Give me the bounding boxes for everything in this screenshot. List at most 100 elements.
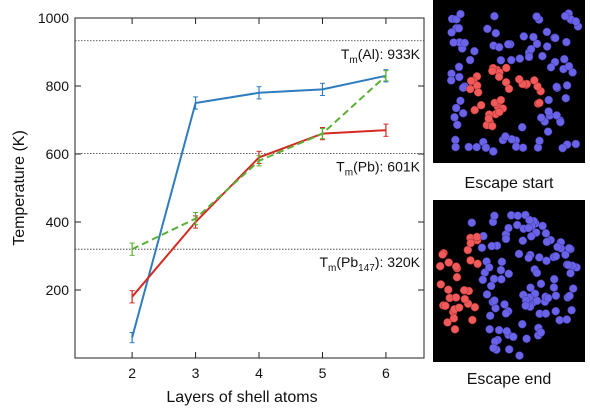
atom <box>551 33 560 43</box>
atom <box>565 291 574 301</box>
atom <box>532 268 542 278</box>
atom <box>485 311 495 320</box>
y-tick-label: 800 <box>46 78 70 94</box>
reference-label: Tm(Pb): 601K <box>336 159 420 179</box>
atom <box>441 301 450 311</box>
atom <box>556 117 565 127</box>
atom <box>532 12 541 21</box>
atom <box>546 63 556 72</box>
atom <box>489 343 498 353</box>
y-axis-label: Temperature (K) <box>11 130 28 246</box>
atom <box>502 63 511 73</box>
atom <box>435 261 445 271</box>
atom <box>541 309 551 318</box>
atom <box>535 253 544 262</box>
atom <box>450 325 460 334</box>
atom <box>507 55 516 65</box>
atom <box>490 11 499 21</box>
atom <box>443 318 452 327</box>
atom <box>526 283 535 292</box>
atom <box>501 132 510 141</box>
atom <box>532 296 542 306</box>
atom <box>552 82 561 92</box>
atom <box>451 135 460 145</box>
atom <box>538 51 547 61</box>
atom <box>438 250 447 259</box>
atom <box>476 100 486 110</box>
label-part: T <box>336 159 345 175</box>
atom <box>536 113 546 122</box>
atom <box>490 296 499 305</box>
atom <box>504 223 513 233</box>
atom <box>470 302 480 312</box>
reference-label: Tm(Pb147): 320K <box>319 254 420 274</box>
atom <box>456 9 465 19</box>
atom <box>478 275 488 285</box>
reference-label: Tm(Al): 933K <box>341 46 421 66</box>
atom <box>515 351 524 360</box>
atom <box>484 114 493 123</box>
atom <box>466 238 475 248</box>
atom <box>536 328 546 337</box>
atom <box>454 303 464 312</box>
atom <box>458 108 468 118</box>
atom <box>446 76 456 85</box>
atom <box>524 52 534 62</box>
atom <box>514 75 524 84</box>
atom <box>467 218 477 227</box>
image-caption: Escape start <box>465 175 554 192</box>
atom <box>561 250 570 259</box>
atom <box>509 332 518 342</box>
atom <box>472 142 481 152</box>
atom <box>468 315 477 325</box>
atom <box>488 66 497 76</box>
x-tick-label: 3 <box>192 365 200 381</box>
atom <box>526 44 536 54</box>
atom <box>549 283 559 292</box>
atom <box>555 315 564 325</box>
subscript: 147 <box>358 263 375 274</box>
atom <box>485 325 494 334</box>
image-caption: Escape end <box>467 371 552 388</box>
atom <box>452 272 462 282</box>
y-tick-label: 400 <box>46 214 70 230</box>
atom <box>544 107 553 116</box>
x-tick-label: 5 <box>319 365 327 381</box>
atom <box>542 237 552 247</box>
atom <box>489 147 498 156</box>
atom <box>529 32 538 42</box>
atom <box>551 291 561 300</box>
atom <box>538 221 547 231</box>
y-tick-label: 200 <box>46 282 70 298</box>
subscript: m <box>349 55 357 66</box>
atom <box>564 243 574 253</box>
atom <box>518 236 528 245</box>
atom <box>451 262 461 271</box>
atom <box>558 143 567 153</box>
atom <box>551 252 561 261</box>
atom <box>497 257 507 267</box>
atom <box>451 293 461 302</box>
plot-frame <box>74 17 425 359</box>
atom <box>495 107 504 117</box>
atom <box>524 253 533 263</box>
label-part: T <box>319 254 328 270</box>
atom <box>543 293 553 303</box>
atom <box>530 76 539 85</box>
atom <box>477 243 487 252</box>
atom <box>564 61 574 71</box>
atom <box>532 39 542 49</box>
atom <box>521 301 530 310</box>
x-tick-label: 4 <box>255 365 263 381</box>
atom <box>464 142 473 152</box>
atom <box>542 42 552 51</box>
series-line <box>131 74 387 338</box>
subscript: m <box>328 263 336 274</box>
atom <box>542 27 552 37</box>
atom <box>566 268 575 278</box>
atom <box>460 38 469 48</box>
atom <box>567 305 576 315</box>
atom <box>496 265 506 275</box>
atom <box>551 306 560 316</box>
atom <box>487 121 497 131</box>
